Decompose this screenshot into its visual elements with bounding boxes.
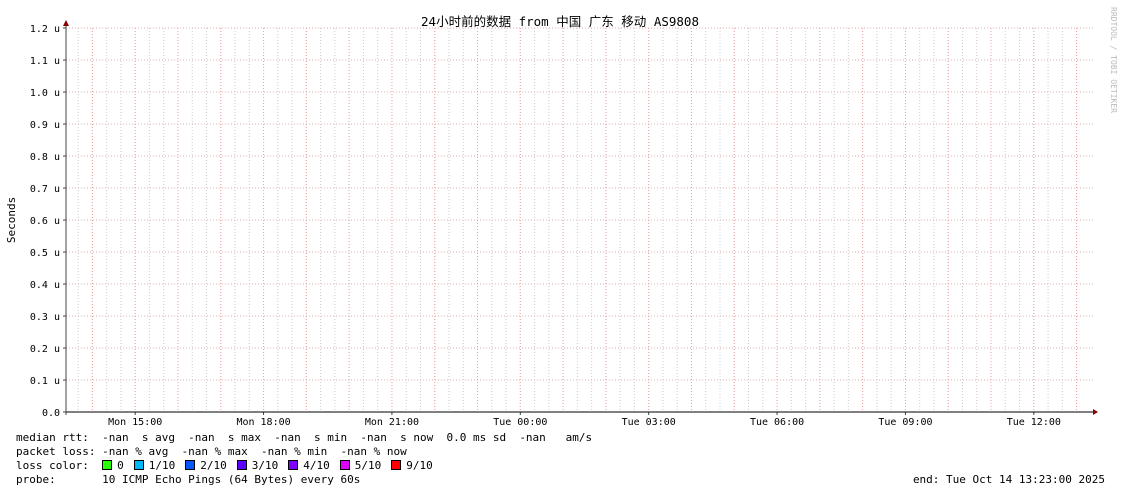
loss-color-item: 1/10 <box>133 459 176 472</box>
y-tick-label: 0.0 <box>42 408 60 419</box>
loss-color-item: 5/10 <box>339 459 382 472</box>
loss-color-item: 0 <box>102 459 124 472</box>
y-tick-label: 1.2 u <box>30 24 60 35</box>
loss-color-legend: loss color: 0 1/10 2/10 3/10 4/10 5/10 9/10 <box>16 459 443 473</box>
y-tick-label: 1.0 u <box>30 88 60 99</box>
median-rtt-legend: median rtt: -nan s avg -nan s max -nan s… <box>16 431 593 444</box>
loss-color-value: 3/10 <box>251 459 279 472</box>
y-tick-label: 0.5 u <box>30 248 60 259</box>
loss-color-value: 4/10 <box>303 459 330 472</box>
y-tick-label: 0.1 u <box>30 376 60 387</box>
x-tick-label: Mon 15:00 <box>108 417 162 428</box>
loss-color-value: 0 <box>117 459 124 472</box>
end-time: end: Tue Oct 14 13:23:00 2025 <box>912 473 1105 486</box>
y-tick-label: 0.9 u <box>30 120 60 131</box>
watermark: RRDTOOL / TOBI OETIKER <box>1109 7 1118 113</box>
chart-title: 24小时前的数据 from 中国 广东 移动 AS9808 <box>421 14 699 29</box>
loss-color-value: 9/10 <box>406 459 433 472</box>
loss-color-value: 2/10 <box>200 459 227 472</box>
loss-color-item: 4/10 <box>288 459 330 472</box>
loss-color-label: loss color: <box>16 459 89 472</box>
y-tick-label: 0.6 u <box>30 216 60 227</box>
x-tick-label: Tue 00:00 <box>493 417 547 428</box>
loss-color-item: 9/10 <box>391 459 433 472</box>
y-tick-label: 0.8 u <box>30 152 60 163</box>
y-tick-label: 0.2 u <box>30 344 60 355</box>
x-tick-label: Mon 18:00 <box>236 417 290 428</box>
y-tick-label: 1.1 u <box>30 56 60 67</box>
y-tick-label: 0.7 u <box>30 184 60 195</box>
loss-color-item: 3/10 <box>236 459 279 472</box>
y-tick-label: 0.4 u <box>30 280 60 291</box>
color-swatch <box>288 460 299 470</box>
color-swatch <box>133 460 144 470</box>
color-swatch <box>339 460 350 470</box>
x-tick-label: Tue 06:00 <box>750 417 804 428</box>
y-axis-arrow-icon <box>63 20 69 26</box>
loss-color-value: 5/10 <box>354 459 382 472</box>
probe-legend: probe: 10 ICMP Echo Pings (64 Bytes) eve… <box>16 473 361 486</box>
x-tick-label: Tue 09:00 <box>878 417 932 428</box>
color-swatch <box>102 460 113 470</box>
x-tick-label: Tue 12:00 <box>1007 417 1061 428</box>
x-tick-label: Mon 21:00 <box>365 417 419 428</box>
y-axis-label: Seconds <box>5 197 18 243</box>
color-swatch <box>391 460 402 470</box>
x-axis-arrow-icon <box>1093 409 1098 415</box>
loss-color-item: 2/10 <box>185 459 227 472</box>
loss-color-value: 1/10 <box>148 459 176 472</box>
y-tick-label: 0.3 u <box>30 312 60 323</box>
chart-area: 24小时前的数据 from 中国 广东 移动 AS9808 Seconds RR… <box>5 7 1118 428</box>
color-swatch <box>185 460 196 470</box>
x-tick-label: Tue 03:00 <box>622 417 676 428</box>
packet-loss-legend: packet loss: -nan % avg -nan % max -nan … <box>16 445 407 458</box>
color-swatch <box>236 460 247 470</box>
